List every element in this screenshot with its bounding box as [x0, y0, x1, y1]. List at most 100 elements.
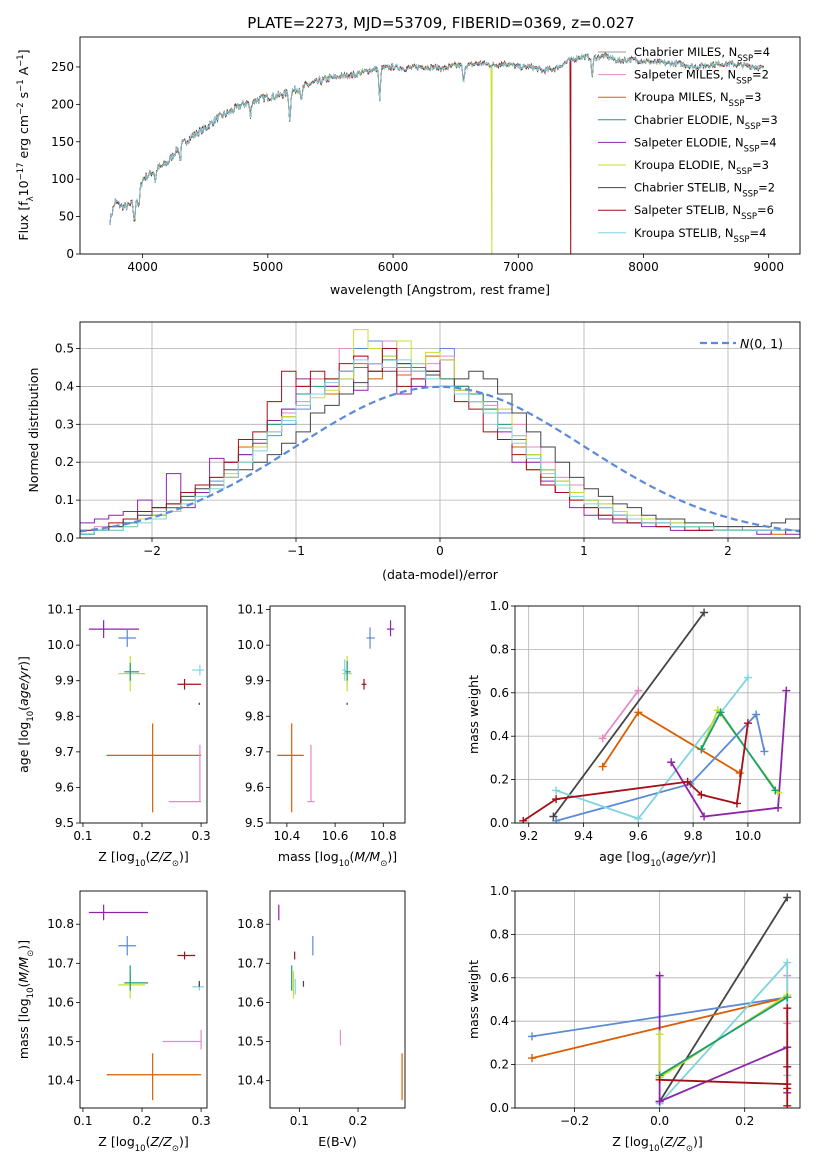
axes-age-vs-mass: 10.4 10.6 10.8 9.5 9.6 9.7 9.8 9.9 10.0 10.1 mass … [237, 603, 406, 869]
x-tick-label: 5000 [253, 260, 284, 274]
y-axis-label: age [log10(age/yr)] [16, 656, 36, 773]
axes-frame [79, 36, 801, 255]
axes-mass-vs-EBV: 0.1 0.2 10.4 10.5 10.6 10.7 10.8 E(B-V) [237, 890, 406, 1149]
legend-entry: Salpeter MILES, NSSP=2 [634, 68, 769, 87]
weight-point-marker [783, 1084, 792, 1093]
y-tick-label: 0.0 [490, 816, 509, 830]
figure-title: PLATE=2273, MJD=53709, FIBERID=0369, z=0… [247, 14, 634, 32]
y-tick-label: 9.8 [245, 709, 264, 723]
x-tick-label: 9.4 [574, 829, 593, 843]
plot-area [88, 904, 205, 1101]
y-tick-label: 9.7 [55, 745, 74, 759]
y-tick-label: 50 [59, 210, 74, 224]
weight-point-marker [697, 790, 706, 799]
histogram-series [80, 359, 800, 538]
weight-point-marker [598, 762, 607, 771]
y-tick-label: 250 [51, 60, 74, 74]
axes-spec: 4000 5000 6000 7000 8000 9000 0 50 100 150 200 250 w… [16, 36, 801, 297]
weight-point-marker [783, 958, 792, 967]
legend-entry: Chabrier ELODIE, NSSP=3 [634, 113, 778, 132]
spectrum-series-line [109, 51, 765, 254]
x-tick-label: 0.2 [735, 1114, 754, 1128]
weight-point-marker [598, 734, 607, 743]
y-tick-label: 10.5 [47, 1035, 74, 1049]
y-tick-label: 0.2 [490, 1058, 509, 1072]
x-tick-label: 0 [436, 544, 444, 558]
weight-series-line [658, 897, 789, 1102]
y-tick-label: 150 [51, 135, 74, 149]
plot-area [277, 620, 395, 813]
weight-point-marker [743, 673, 752, 682]
weight-series-line [552, 611, 705, 818]
x-tick-label: 0.1 [73, 1114, 92, 1128]
x-tick-label: 9000 [753, 260, 784, 274]
x-tick-label: 9.8 [684, 829, 703, 843]
weight-point-marker [716, 708, 725, 717]
y-tick-label: 0.4 [55, 379, 74, 393]
x-axis-label: (data-model)/error [382, 567, 499, 582]
weight-point-marker [700, 812, 709, 821]
weight-point-marker [519, 816, 528, 823]
y-tick-label: 9.5 [245, 816, 264, 830]
x-tick-label: −1 [287, 544, 305, 558]
x-axis-label: E(B-V) [318, 1134, 357, 1149]
y-axis-label: mass [log10(M/M⊙)] [16, 940, 36, 1059]
x-axis-label: wavelength [Angstrom, rest frame] [330, 282, 550, 297]
weight-point-marker [760, 747, 769, 756]
axes-frame [79, 321, 801, 539]
x-axis-label: age [log10(age/yr)] [599, 849, 716, 869]
x-tick-label: 2 [724, 544, 732, 558]
weight-point-marker [528, 1032, 537, 1041]
y-tick-label: 0.1 [55, 493, 74, 507]
x-tick-label: 9.6 [629, 829, 648, 843]
y-tick-label: 0 [66, 247, 74, 261]
axes-age-vs-Z: 0.1 0.2 0.3 9.5 9.6 9.7 9.8 9.9 10.0 10.1 Z [log10… [16, 603, 211, 869]
plot-area [80, 329, 800, 538]
weight-series-line [555, 677, 749, 820]
y-tick-label: 10.1 [47, 603, 74, 617]
chart-layer: 4000 5000 6000 7000 8000 9000 0 50 100 150 200 250 w… [16, 36, 801, 1154]
plot-area [528, 893, 792, 1108]
x-tick-label: 0.2 [132, 829, 151, 843]
y-tick-label: 0.0 [490, 1101, 509, 1115]
weight-series-line [555, 712, 766, 822]
legend-entry: Kroupa STELIB, NSSP=4 [634, 226, 766, 245]
y-axis-label: mass weight [466, 960, 481, 1039]
y-tick-label: 200 [51, 97, 74, 111]
y-tick-label: 10.7 [47, 956, 74, 970]
x-tick-label: 10.6 [322, 829, 349, 843]
weight-point-marker [552, 795, 561, 804]
axes-frame [269, 890, 406, 1109]
axes-mass-vs-Z: 0.1 0.2 0.3 10.4 10.5 10.6 10.7 10.8 Z [log10(Z/… [16, 890, 211, 1154]
weight-point-marker [655, 971, 664, 980]
y-tick-label: 0.8 [490, 927, 509, 941]
y-tick-label: 10.8 [237, 917, 264, 931]
y-tick-label: 10.7 [237, 956, 264, 970]
x-tick-label: 7000 [503, 260, 534, 274]
weight-point-marker [783, 993, 792, 1002]
weight-point-marker [752, 710, 761, 719]
weight-point-marker [634, 814, 643, 823]
x-axis-label: Z [log10(Z/Z⊙)] [612, 1134, 702, 1154]
y-tick-label: 100 [51, 172, 74, 186]
y-tick-label: 0.8 [490, 642, 509, 656]
legend-entry: Salpeter STELIB, NSSP=6 [634, 203, 774, 222]
weight-point-marker [655, 1030, 664, 1039]
y-tick-label: 0.2 [55, 455, 74, 469]
axes-mass-weight-vs-Z: −0.2 0.0 0.2 0.0 0.2 0.4 0.6 0.8 1.0 Z [log10(Z/Z… [466, 884, 801, 1154]
y-tick-label: 1.0 [490, 884, 509, 898]
weight-point-marker [782, 686, 791, 695]
axes-frame [269, 605, 406, 824]
weight-series-line [659, 996, 788, 1077]
axes-frame [79, 890, 208, 1109]
y-tick-label: 0.6 [490, 686, 509, 700]
legend-entry: Salpeter ELODIE, NSSP=4 [634, 135, 777, 154]
x-tick-label: 0.1 [290, 1114, 309, 1128]
weight-point-marker [735, 769, 744, 778]
weight-point-marker [552, 816, 561, 823]
histogram-series [80, 348, 800, 538]
plot-area [109, 51, 765, 254]
weight-point-marker [549, 812, 558, 821]
x-tick-label: 10.0 [735, 829, 762, 843]
